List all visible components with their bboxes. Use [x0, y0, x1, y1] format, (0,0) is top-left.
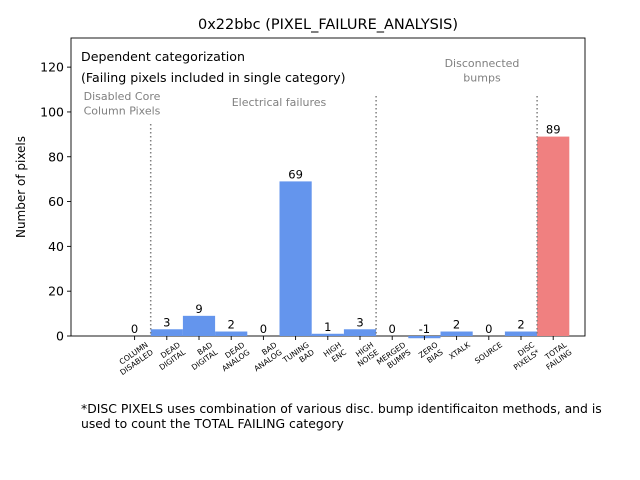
chart-title: 0x22bbc (PIXEL_FAILURE_ANALYSIS)	[198, 17, 458, 33]
region-label-line: Disconnected	[445, 57, 520, 70]
y-tick-label: 80	[48, 149, 64, 164]
bar	[440, 331, 473, 336]
data-label: 0	[260, 322, 267, 336]
y-tick-label: 0	[56, 329, 64, 344]
data-label: 0	[131, 322, 138, 336]
bar	[504, 331, 538, 336]
data-label: 9	[195, 302, 202, 316]
bar	[311, 333, 344, 336]
x-tick-label: HIGHNOISE	[351, 340, 381, 368]
data-label: -1	[419, 322, 430, 336]
data-label: 0	[485, 322, 492, 336]
bar	[150, 329, 183, 336]
region-label-line: Electrical failures	[232, 96, 327, 109]
x-tick-label: TUNINGBAD	[280, 340, 316, 372]
y-tick-label: 20	[48, 284, 64, 299]
x-tick-label: DEADANALOG	[215, 340, 252, 373]
x-tick-label: HIGHENC	[322, 340, 348, 366]
region-label: Electrical failures	[232, 96, 327, 109]
data-label: 2	[453, 318, 460, 332]
x-tick-label-line: XTALK	[447, 340, 472, 361]
bar	[343, 329, 377, 336]
bar	[537, 136, 570, 336]
x-tick-label: DEADDIGITAL	[152, 340, 187, 372]
x-tick-label: COLUMNDISABLED	[113, 340, 155, 377]
annotation-line: (Failing pixels included in single categ…	[81, 70, 346, 85]
region-label-line: Column Pixels	[84, 105, 161, 118]
bar	[215, 331, 248, 336]
data-label: 3	[356, 315, 363, 329]
data-label: 69	[288, 167, 303, 181]
data-label: 3	[163, 315, 170, 329]
region-label-line: bumps	[463, 72, 501, 85]
y-tick-label: 120	[40, 60, 64, 75]
data-label: 0	[389, 322, 396, 336]
region-label: Disabled Core Column Pixels	[84, 90, 161, 118]
y-tick-label: 60	[48, 194, 64, 209]
region-label: Disconnected bumps	[445, 57, 520, 85]
data-label: 89	[546, 123, 561, 137]
x-tick-label: TOTALFAILING	[539, 340, 574, 372]
region-label-line: Disabled Core	[84, 90, 161, 103]
x-tick-label: MERGEDBUMPS	[375, 340, 413, 374]
x-tick-label: BADDIGITAL	[185, 340, 220, 372]
x-tick-label: DISCPIXELS*	[507, 340, 542, 372]
x-tick-label: BADANALOG	[247, 340, 284, 373]
x-tick-label: XTALK	[447, 340, 472, 361]
plot-area: 0204060801001200COLUMNDISABLED3DEADDIGIT…	[40, 37, 586, 377]
annotation-line: Dependent categorization	[81, 49, 245, 64]
footnote: *DISC PIXELS uses combination of various…	[81, 401, 602, 431]
y-axis-label: Number of pixels	[14, 136, 28, 238]
data-label: 1	[324, 320, 331, 334]
x-tick-label: ZEROBIAS	[417, 340, 445, 367]
data-label: 2	[517, 318, 524, 332]
bar	[182, 315, 216, 336]
y-tick-label: 40	[48, 239, 64, 254]
bar	[279, 181, 312, 336]
x-tick-label: SOURCE	[473, 340, 504, 365]
data-label: 2	[228, 318, 235, 332]
y-tick-label: 100	[40, 104, 64, 119]
x-tick-label-line: SOURCE	[473, 340, 504, 365]
